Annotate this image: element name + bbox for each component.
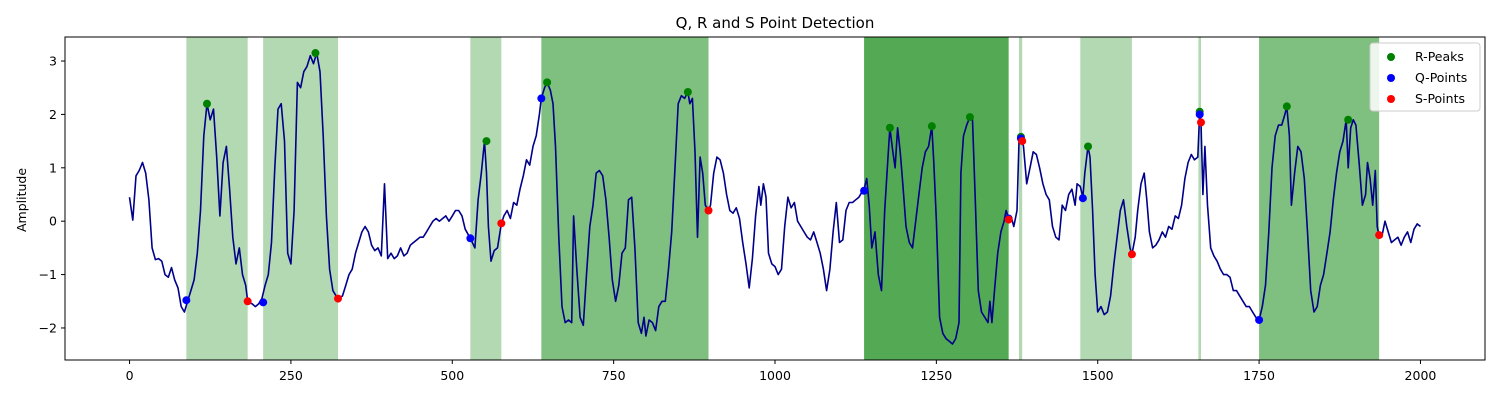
y-axis-ticks: −2 −1 0 1 2 3 [39,54,65,335]
shaded-region [864,37,1009,360]
x-axis-ticks: 0 250 500 750 1000 1250 1500 1750 2000 [126,360,1437,383]
s-point [1127,250,1136,259]
legend-r-peaks-marker [1387,53,1395,61]
s-point [497,219,506,228]
y-axis-label: Amplitude [14,168,29,232]
x-tick-label: 0 [126,368,134,383]
signal-line [128,52,1421,345]
q-point [1195,110,1204,119]
x-tick-label: 500 [440,368,464,383]
q-point [537,94,546,103]
q-point [1255,315,1264,324]
detected-points [182,49,1384,324]
s-point [243,297,252,306]
q-point [860,186,869,195]
s-point [1004,215,1013,224]
x-tick-label: 750 [602,368,626,383]
r-peak-point [543,78,552,87]
r-peak-point [683,87,692,96]
legend-r-peaks-label: R-Peaks [1415,49,1464,64]
x-tick-label: 1250 [920,368,952,383]
r-peak-point [965,113,974,122]
signal-layer [128,52,1421,345]
shaded-region [186,37,248,360]
x-tick-label: 1000 [759,368,791,383]
s-point [334,294,343,303]
r-peak-point [927,122,936,131]
s-point [704,206,713,215]
x-tick-label: 250 [279,368,303,383]
legend-box [1369,42,1481,112]
r-peak-point [1282,102,1291,111]
r-peak-point [311,49,320,58]
y-tick-label: −1 [39,267,57,282]
x-tick-label: 2000 [1405,368,1437,383]
shaded-regions [186,37,1380,360]
y-tick-label: 1 [49,160,57,175]
q-point [466,234,475,243]
q-point [1078,194,1087,203]
y-tick-label: −2 [39,320,57,335]
shaded-region [1198,37,1201,360]
shaded-region [1259,37,1380,360]
legend-s-points-marker [1387,95,1395,103]
s-point [1375,231,1384,240]
s-point [1197,118,1205,127]
shaded-region [470,37,502,360]
shaded-region [1018,37,1023,360]
x-tick-label: 1750 [1243,368,1275,383]
legend-q-points-marker [1387,74,1395,82]
chart-title: Q, R and S Point Detection [676,14,875,32]
r-peak-point [482,137,491,146]
legend-s-points-label: S-Points [1415,91,1465,106]
q-point [259,298,268,307]
r-peak-point [885,123,894,132]
legend-q-points-label: Q-Points [1415,70,1467,85]
q-point [182,296,191,305]
y-tick-label: 2 [49,107,57,122]
y-tick-label: 3 [49,54,57,69]
r-peak-point [203,99,211,108]
shaded-region [541,37,709,360]
r-peak-point [1084,142,1093,151]
legend: R-Peaks Q-Points S-Points [1369,42,1481,112]
x-tick-label: 1500 [1082,368,1114,383]
s-point [1018,137,1027,146]
r-peak-point [1344,115,1353,124]
y-tick-label: 0 [49,214,57,229]
shaded-region [1080,37,1132,360]
